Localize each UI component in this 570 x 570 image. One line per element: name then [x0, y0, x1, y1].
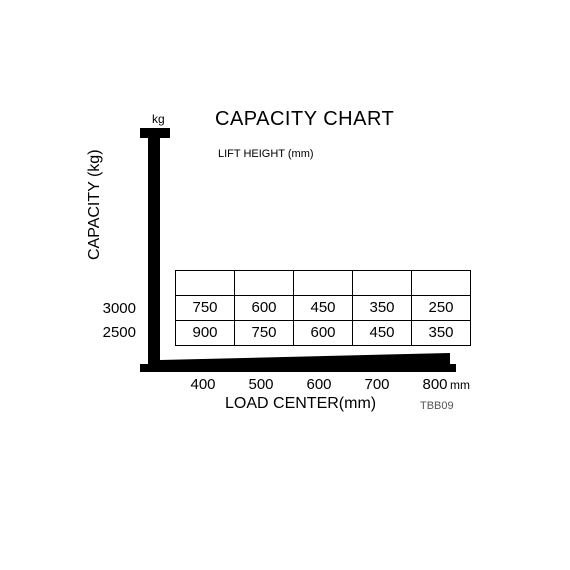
- chart-subtitle: LIFT HEIGHT (mm): [218, 148, 314, 160]
- table-cell: 600: [294, 321, 353, 346]
- x-tick: 600: [299, 376, 339, 393]
- table-row: 750 600 450 350 250: [176, 296, 471, 321]
- table-cell: 600: [235, 296, 294, 321]
- x-axis-label: LOAD CENTER(mm): [225, 395, 376, 413]
- table-cell: [176, 271, 235, 296]
- table-cell: 900: [176, 321, 235, 346]
- x-tick: 700: [357, 376, 397, 393]
- chart-code: TBB09: [420, 400, 454, 412]
- table-row: [176, 271, 471, 296]
- table-cell: 450: [294, 296, 353, 321]
- x-tick: 800: [415, 376, 455, 393]
- table-cell: 250: [412, 296, 471, 321]
- y-unit-label: kg: [152, 112, 165, 126]
- table-cell: [412, 271, 471, 296]
- y-tick: 2500: [86, 324, 136, 341]
- table-row: 900 750 600 450 350: [176, 321, 471, 346]
- table-cell: 350: [353, 296, 412, 321]
- table-cell: 350: [412, 321, 471, 346]
- chart-title: CAPACITY CHART: [215, 108, 394, 131]
- table-cell: 750: [235, 321, 294, 346]
- table-cell: [294, 271, 353, 296]
- capacity-table: 750 600 450 350 250 900 750 600 450 350: [175, 270, 471, 346]
- y-tick: 3000: [86, 300, 136, 317]
- table-cell: 750: [176, 296, 235, 321]
- table-cell: 450: [353, 321, 412, 346]
- y-axis-label: CAPACITY (kg): [86, 149, 104, 260]
- table-cell: [235, 271, 294, 296]
- x-tick: 400: [183, 376, 223, 393]
- x-tick: 500: [241, 376, 281, 393]
- table-cell: [353, 271, 412, 296]
